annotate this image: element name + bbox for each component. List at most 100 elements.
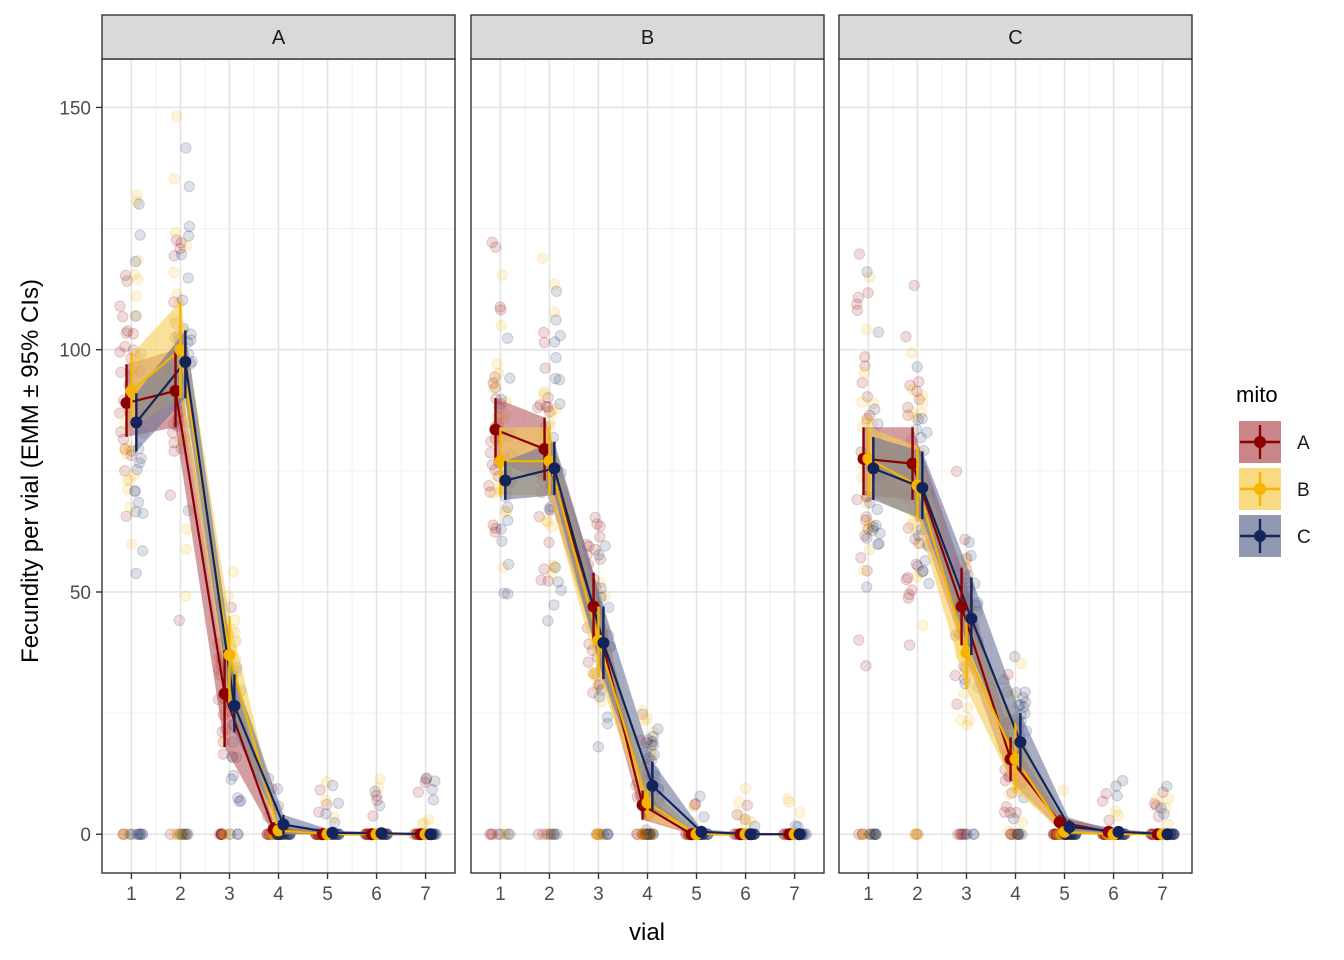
raw-observation-point <box>129 485 141 498</box>
raw-observation-point <box>117 310 129 323</box>
raw-observation-point <box>532 401 544 414</box>
raw-observation-point <box>861 523 873 535</box>
x-tick-label: 7 <box>420 884 431 905</box>
raw-observation-point <box>643 828 655 840</box>
raw-observation-point <box>549 372 562 385</box>
raw-observation-point <box>867 828 879 840</box>
raw-observation-point <box>497 561 509 574</box>
raw-observation-point <box>540 400 552 413</box>
emm-point-C <box>965 612 978 625</box>
raw-observation-point <box>852 291 865 304</box>
raw-observation-point <box>412 786 425 798</box>
raw-observation-point <box>642 828 654 840</box>
x-tick-label: 2 <box>912 884 923 905</box>
raw-observation-point <box>915 407 927 419</box>
raw-observation-point <box>866 828 879 840</box>
raw-observation-point <box>232 792 244 804</box>
raw-observation-point <box>873 537 885 550</box>
raw-observation-point <box>912 413 925 426</box>
raw-observation-point <box>644 828 656 840</box>
raw-observation-point <box>427 794 440 806</box>
raw-observation-point <box>870 519 882 532</box>
raw-observation-point <box>136 545 149 557</box>
legend-key-C: C <box>1239 515 1311 557</box>
facet-strip-label: A <box>272 27 286 49</box>
raw-observation-point <box>1112 810 1124 822</box>
emm-point-C <box>375 827 388 840</box>
legend: A B C <box>1239 421 1311 557</box>
raw-observation-point <box>646 828 658 840</box>
raw-observation-point <box>494 301 506 313</box>
raw-observation-point <box>129 255 142 268</box>
raw-observation-point <box>1155 802 1167 814</box>
raw-observation-point <box>227 769 240 782</box>
raw-observation-point <box>177 828 190 840</box>
raw-observation-point <box>542 516 554 528</box>
raw-observation-point <box>371 794 383 806</box>
raw-observation-point <box>860 660 872 672</box>
raw-observation-point <box>500 506 513 518</box>
raw-observation-point <box>591 828 604 840</box>
raw-observation-point <box>489 522 502 534</box>
raw-observation-point <box>1160 802 1172 814</box>
raw-observation-point <box>534 399 546 411</box>
raw-observation-point <box>1100 787 1113 800</box>
raw-observation-point <box>117 828 129 840</box>
raw-observation-point <box>637 828 649 840</box>
raw-observation-point <box>856 828 869 840</box>
raw-observation-point <box>495 319 508 331</box>
raw-observation-point <box>546 568 558 580</box>
raw-observation-point <box>911 361 923 373</box>
emm-point-A <box>218 687 231 700</box>
raw-observation-point <box>1162 818 1175 831</box>
raw-observation-point <box>1008 650 1021 663</box>
raw-observation-point <box>867 521 880 533</box>
raw-observation-point <box>856 377 868 389</box>
raw-observation-point <box>955 714 967 726</box>
raw-observation-point <box>917 619 929 632</box>
emm-point-B <box>1009 753 1022 766</box>
x-tick-label: 7 <box>789 884 800 905</box>
raw-observation-point <box>861 497 873 510</box>
x-tick-label: 6 <box>1108 884 1119 905</box>
raw-observation-point <box>491 358 504 370</box>
raw-observation-point <box>550 351 562 364</box>
emm-point-A <box>538 443 551 456</box>
raw-observation-point <box>863 271 876 283</box>
raw-observation-point <box>132 273 144 286</box>
raw-observation-point <box>867 397 880 409</box>
raw-observation-point <box>180 590 192 602</box>
raw-observation-point <box>861 565 873 577</box>
raw-observation-point <box>420 772 433 784</box>
raw-observation-point <box>120 510 132 522</box>
raw-observation-point <box>954 828 966 840</box>
raw-observation-point <box>642 828 655 840</box>
raw-observation-point <box>639 828 651 840</box>
panel-C: C 1 2 3 4 5 6 7 <box>838 14 1193 905</box>
raw-observation-point <box>486 236 498 248</box>
raw-observation-point <box>504 372 516 384</box>
raw-observation-point <box>213 828 226 840</box>
raw-observation-point <box>489 371 501 383</box>
x-tick-label: 2 <box>544 884 555 905</box>
raw-observation-point <box>537 326 550 339</box>
raw-observation-point <box>593 828 606 840</box>
emm-point-C <box>130 416 143 429</box>
raw-observation-point <box>951 698 963 710</box>
legend-label: A <box>1297 433 1310 454</box>
raw-observation-point <box>487 519 499 531</box>
x-tick-label: 4 <box>642 884 653 905</box>
raw-observation-point <box>1157 786 1169 798</box>
raw-observation-point <box>1008 828 1021 840</box>
raw-observation-point <box>545 521 558 533</box>
emm-point-A <box>955 600 968 613</box>
raw-observation-point <box>739 817 752 829</box>
raw-observation-point <box>131 309 143 322</box>
raw-observation-point <box>851 304 864 317</box>
legend-key-A: A <box>1239 421 1310 463</box>
raw-observation-point <box>538 563 550 575</box>
raw-observation-point <box>429 775 441 787</box>
raw-observation-point <box>321 798 333 811</box>
raw-observation-point <box>168 173 180 185</box>
raw-observation-point <box>1003 788 1016 801</box>
